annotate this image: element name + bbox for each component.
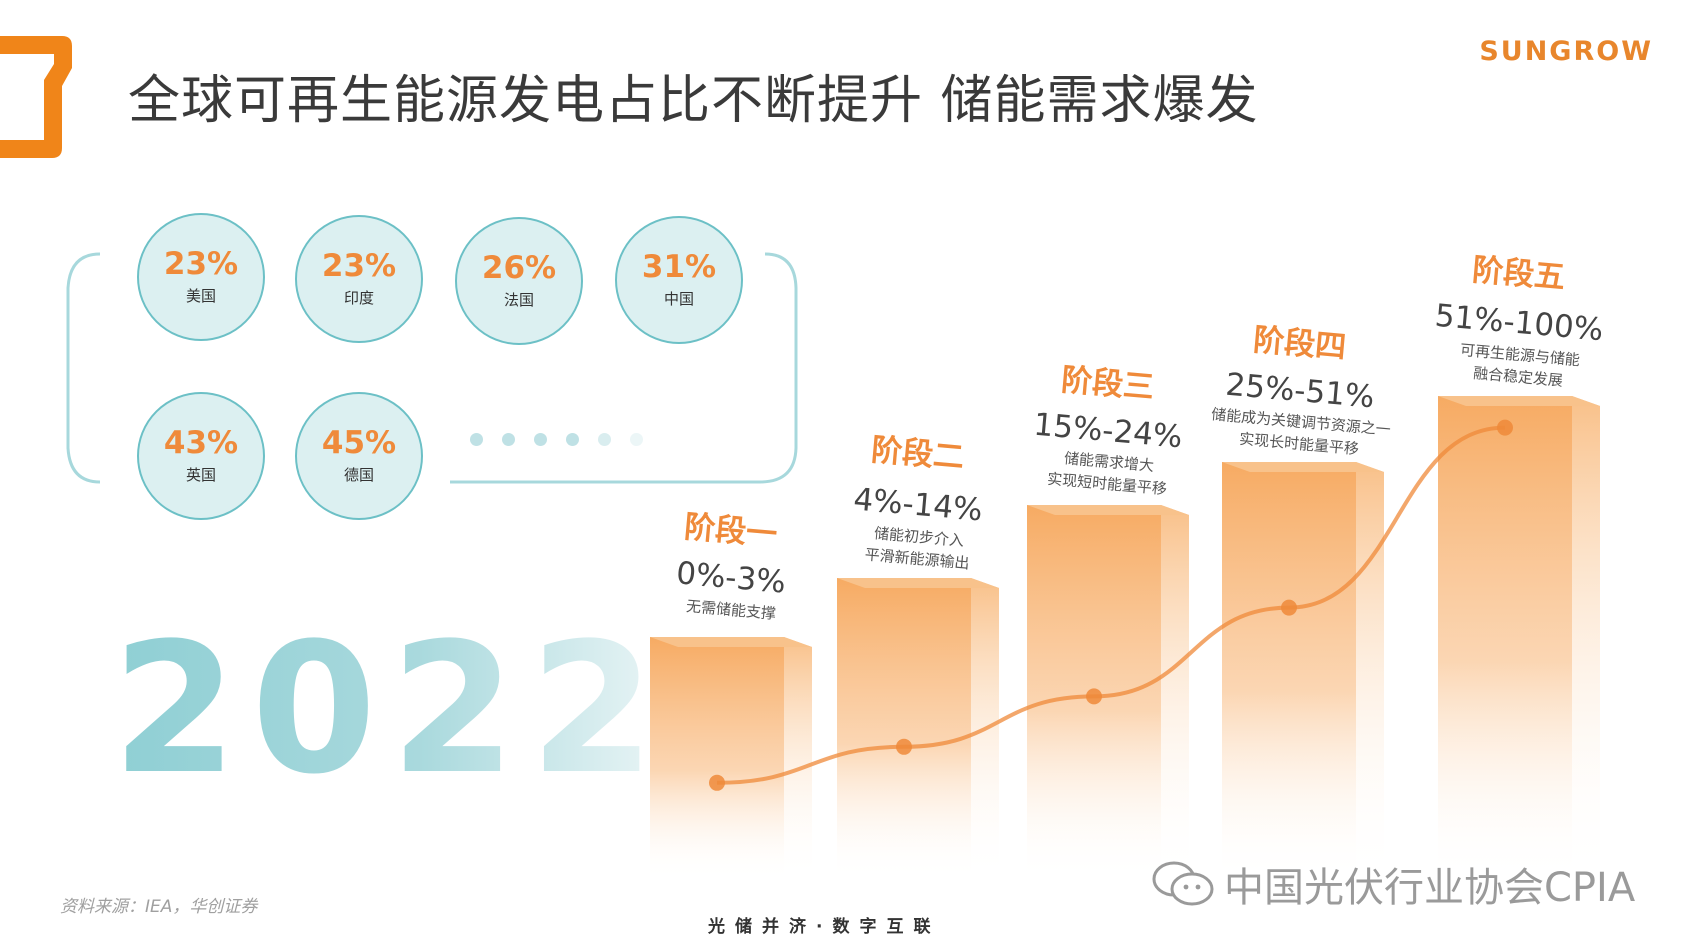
brand-bracket-icon	[0, 36, 72, 158]
stage-bar	[1222, 462, 1384, 880]
curve-point	[1497, 419, 1513, 436]
stage-bar-face	[1027, 505, 1161, 880]
stage-title: 阶段四	[1251, 322, 1348, 366]
stage-bar-side	[1356, 462, 1384, 880]
curve-point	[1086, 688, 1102, 705]
stage-title: 阶段五	[1470, 252, 1567, 296]
wechat-icon	[1152, 861, 1214, 906]
source-note: 资料来源：IEA，华创证券	[60, 897, 258, 917]
country-bubble: 23% 印度	[295, 215, 423, 343]
stage-bar-face	[837, 578, 971, 880]
curve-point	[1281, 599, 1297, 616]
stage-bar-top	[1222, 462, 1384, 472]
dot	[470, 433, 483, 446]
country-share: 43%	[163, 425, 239, 462]
dot	[630, 433, 643, 446]
stage-bar	[650, 637, 812, 880]
stage-bar	[837, 578, 999, 880]
country-share: 23%	[163, 246, 239, 283]
stage-title: 阶段二	[869, 432, 966, 476]
stage-bar-top	[837, 578, 999, 588]
stage-bar-side	[971, 578, 999, 880]
country-share: 23%	[321, 248, 397, 285]
country-bubble: 26% 法国	[455, 217, 583, 345]
dot	[502, 433, 515, 446]
stage-bar-face	[1438, 396, 1572, 880]
country-name: 德国	[343, 465, 374, 484]
country-share: 31%	[641, 249, 717, 286]
country-name: 英国	[185, 465, 216, 484]
footer-slogan: 光储并济·数字互联	[708, 917, 941, 937]
country-share: 45%	[321, 425, 397, 462]
stage-bar	[1027, 505, 1189, 880]
stage-bar-top	[1027, 505, 1189, 515]
stage-bar-top	[650, 637, 812, 647]
stage-title: 阶段一	[682, 509, 779, 553]
more-dots	[470, 433, 643, 446]
stage-bar-side	[1161, 505, 1189, 880]
stage-bar-side	[1572, 396, 1600, 880]
stage-bar-face	[650, 637, 784, 880]
dot	[534, 433, 547, 446]
watermark-text: 中国光伏行业协会CPIA	[1224, 865, 1636, 911]
country-bubble: 45% 德国	[295, 392, 423, 520]
brand-logo: SUNGROW	[1479, 36, 1653, 67]
stage-title: 阶段三	[1059, 362, 1156, 406]
watermark: 中国光伏行业协会CPIA	[1150, 855, 1635, 913]
country-bubble: 31% 中国	[615, 216, 743, 344]
dot	[566, 433, 579, 446]
dot	[598, 433, 611, 446]
stage-bar	[1438, 396, 1600, 880]
country-bubble: 43% 英国	[137, 392, 265, 520]
year-label: 2022	[112, 605, 669, 814]
stage-bar-face	[1222, 462, 1356, 880]
country-share: 26%	[481, 250, 557, 287]
stage-bar-side	[784, 637, 812, 880]
stage-bar-top	[1438, 396, 1600, 406]
curve-point	[709, 774, 725, 791]
country-bubble: 23% 美国	[137, 213, 265, 341]
country-name: 美国	[185, 286, 216, 305]
country-name: 法国	[503, 290, 534, 309]
country-name: 中国	[663, 289, 694, 308]
country-name: 印度	[343, 288, 374, 307]
curve-point	[896, 738, 912, 755]
page-title: 全球可再生能源发电占比不断提升 储能需求爆发	[128, 71, 1259, 131]
